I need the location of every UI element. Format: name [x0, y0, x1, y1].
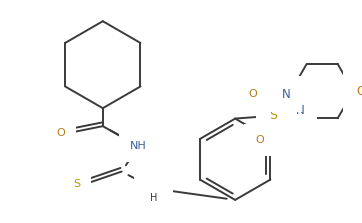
Text: S: S — [73, 179, 80, 189]
Text: H: H — [150, 193, 157, 203]
Text: S: S — [269, 109, 277, 122]
Text: O: O — [56, 128, 65, 138]
Text: O: O — [356, 85, 362, 98]
Text: N: N — [282, 87, 291, 101]
Text: NH: NH — [146, 184, 162, 194]
Text: N: N — [296, 103, 305, 117]
Text: O: O — [255, 135, 264, 145]
Text: O: O — [249, 89, 257, 99]
Text: NH: NH — [130, 141, 147, 151]
